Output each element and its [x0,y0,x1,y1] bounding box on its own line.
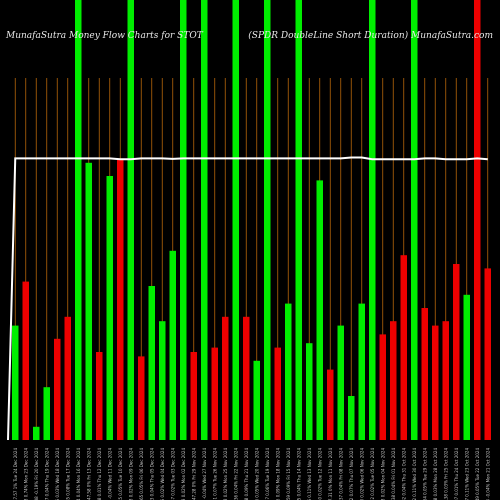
x-tick-label: 47.47 0.11% Wed 23 Oct 2024 [464,448,469,500]
bar [390,321,397,440]
x-tick-label: 47.66 0.05% Wed 20 Nov 2024 [254,448,259,500]
bar [222,316,229,440]
x-tick-labels: 47.57 1% Tue 24 Dec 2024 47.38 0.74% Mon … [13,448,491,500]
x-tick-label: 47.38 0.74% Mon 23 Dec 2024 [23,448,28,500]
line-series [7,156,488,441]
x-tick-label: 47.28 0% Fri 29 Nov 2024 [191,448,196,500]
x-tick-label: 47.47 0.02% Tue 03 Dec 2024 [170,448,175,500]
x-tick-label: 47.37 0.01% Thu 24 Oct 2024 [454,448,459,500]
x-tick-label: 47.38 0.09% Thu 21 Nov 2024 [244,448,249,500]
x-tick-label: 47.35 0.04% Thu 14 Nov 2024 [296,448,301,500]
x-tick-label: 47.65 0.05% Fri 06 Dec 2024 [139,448,144,500]
bar [337,325,344,440]
x-tick-label: 47.32 0.04% Thu 31 Oct 2024 [401,448,406,500]
x-tick-label: 47.27 0.04% Thu 19 Dec 2024 [44,448,49,500]
bar [264,0,271,440]
bar [453,264,460,440]
x-tick-label: 47.60 0.02% Wed 06 Nov 2024 [359,448,364,500]
bar [148,286,155,440]
bar [253,360,260,440]
x-tick-label: 47.38 0.02% Mon 25 Nov 2024 [223,448,228,500]
x-tick-label: 47.43 -0.04% Wed 27 Nov 2024 [202,448,207,500]
bar [285,303,292,440]
bar [96,352,103,440]
bar [358,303,365,440]
bar [180,0,187,440]
bar [474,0,481,440]
x-tick-label: 47.64 0.05% Tue 29 Oct 2024 [422,448,427,500]
bar [316,180,323,440]
x-tick-label: 47.58 0% Fri 13 Dec 2024 [86,448,91,500]
bar [12,325,19,440]
x-tick-label: 47.52 0.11% Wed 30 Oct 2024 [412,448,417,500]
x-tick-label: 47.74 0.04% Mon 16 Dec 2024 [76,448,81,500]
bar [243,316,250,440]
bar [295,0,302,440]
bar [484,268,491,440]
bar [22,281,29,440]
bar [138,356,145,440]
x-tick-label: 47.31 0% Mon 11 Nov 2024 [328,448,333,500]
x-tick-label: 47.37 0.06% Tue 19 Nov 2024 [265,448,270,500]
bar [432,325,439,440]
bar [64,316,71,440]
bar [379,334,386,440]
x-tick-label: 47.40 0.02% Tue 12 Nov 2024 [317,448,322,500]
bar [159,321,166,440]
bar [169,250,176,440]
x-tick-label: 47.45 0.11% Wed 13 Nov 2024 [307,448,312,500]
x-tick-label: 47.37 0.04% Fri 08 Nov 2024 [338,448,343,500]
bar [306,343,313,440]
x-tick-label: 47.63 0.04% Thu 05 Dec 2024 [149,448,154,500]
bar [127,0,134,440]
x-tick-label: 47.42 0.07% Thu 07 Nov 2024 [349,448,354,500]
bar [274,347,281,440]
bar [463,294,470,440]
x-tick-label: 47.66 -0.04% Wed 11 Dec 2024 [107,448,112,500]
x-tick-label: 47.51 0.07% Tue 26 Nov 2024 [212,448,217,500]
x-tick-label: 47.46 0.09% Mon 18 Nov 2024 [275,448,280,500]
bar [442,321,449,440]
x-tick-label: 47.55 0.03% Wed 18 Dec 2024 [55,448,60,500]
x-tick-label: 47.55 0.02% Wed 04 Dec 2024 [160,448,165,500]
x-tick-label: 47.59 0.09% Fri 15 Nov 2024 [286,448,291,500]
bar [211,347,218,440]
bar [232,0,239,440]
bar [117,158,124,440]
x-tick-label: 47.38 0.03% Fri 25 Oct 2024 [443,448,448,500]
x-tick-label: 47.58 0.02% Mon 04 Nov 2024 [380,448,385,500]
x-tick-label: 47.43 -0.04% Mon 21 Oct 2024 [485,448,490,500]
average-line [7,156,488,441]
bar [411,0,418,440]
x-tick-label: 47.65 0.08% Tue 17 Dec 2024 [65,448,70,500]
x-tick-label: 47.45 0.05% Tue 10 Dec 2024 [118,448,123,500]
bar-series [12,0,491,441]
x-tick-label: 47.28 0.02% Mon 09 Dec 2024 [128,448,133,500]
x-tick-label: 47.38 -0.19% Fri 20 Dec 2024 [34,448,39,500]
bar [421,308,428,440]
x-tick-label: 47.38 0.01% Thu 12 Dec 2024 [97,448,102,500]
x-tick-label: 47.62 0.02% Tue 05 Nov 2024 [370,448,375,500]
bar [85,162,92,441]
chart-title-left: MunafaSutra Money Flow Charts for STOT [5,31,204,41]
x-tick-label: 47.36 0.04% Fri 22 Nov 2024 [233,448,238,500]
x-tick-label: 47.57 1% Tue 24 Dec 2024 [13,448,18,500]
x-tick-label: 47.43 0.02% Mon 02 Dec 2024 [181,448,186,500]
bar [327,369,334,440]
chart-title-right: (SPDR DoubleLine Short Duration) MunafaS… [248,30,493,41]
x-tick-label: 47.58 0.03% Mon 28 Oct 2024 [433,448,438,500]
bar [75,0,82,440]
bar [190,352,197,440]
bar [106,176,113,440]
bar [400,255,407,440]
x-tick-label: 47.38 0.04% Fri 01 Nov 2024 [391,448,396,500]
bar [348,396,355,440]
bar [33,426,40,440]
x-tick-label: 47.49 0.05% Tue 22 Oct 2024 [475,448,480,500]
bar [54,338,61,440]
bar [201,0,208,440]
bar [369,0,376,440]
bar [43,387,50,440]
